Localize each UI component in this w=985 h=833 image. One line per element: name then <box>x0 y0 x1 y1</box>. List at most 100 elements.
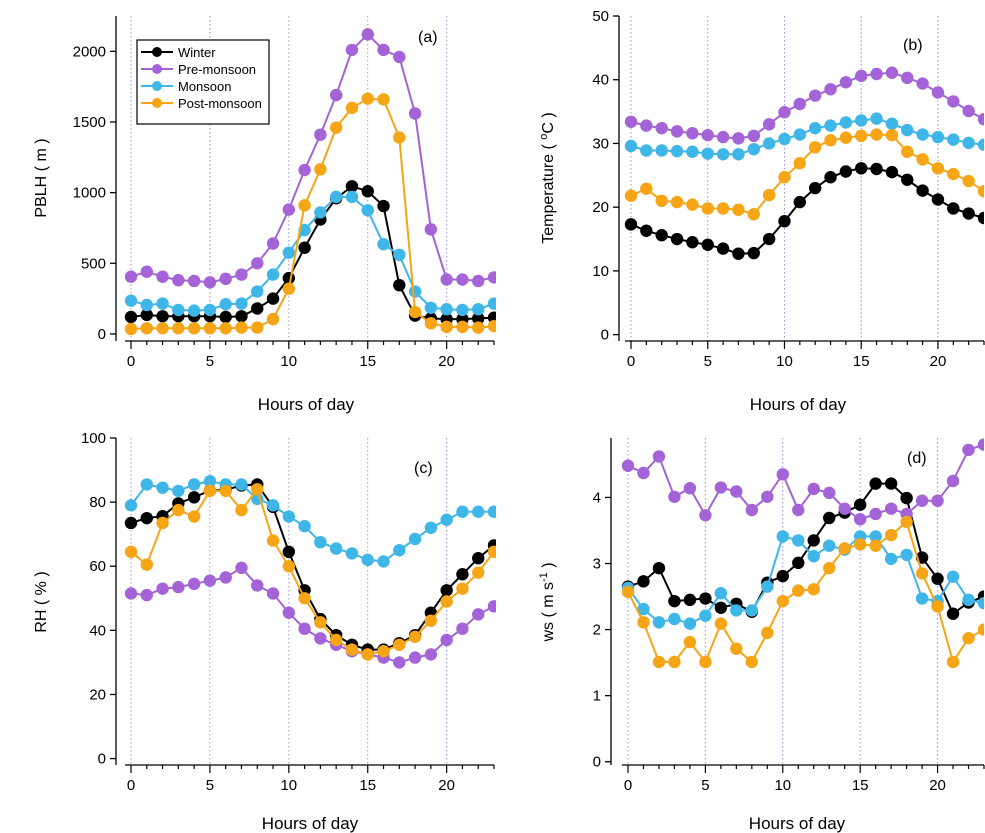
data-point-pre-monsoon <box>235 561 248 575</box>
x-tick-label: 0 <box>627 353 635 370</box>
data-point-post-monsoon <box>203 322 217 335</box>
data-point-post-monsoon <box>823 561 836 575</box>
data-point-pre-monsoon <box>219 272 232 286</box>
data-point-winter <box>839 165 853 178</box>
data-point-pre-monsoon <box>408 651 422 664</box>
data-point-monsoon <box>156 297 169 310</box>
legend: Winter Pre-monsoon Monsoon Post-monsoon <box>136 39 270 125</box>
data-point-post-monsoon <box>793 157 807 170</box>
y-tick-label: 0 <box>98 326 106 343</box>
data-point-pre-monsoon <box>855 69 868 83</box>
data-point-post-monsoon <box>778 171 791 184</box>
data-point-pre-monsoon <box>282 203 296 216</box>
series-line-post-monsoon <box>627 520 984 665</box>
data-point-monsoon <box>915 592 929 605</box>
data-point-post-monsoon <box>624 189 638 202</box>
y-tick-label: 10 <box>592 263 609 280</box>
series-monsoon <box>124 190 496 317</box>
data-point-pre-monsoon <box>361 28 374 41</box>
data-point-pre-monsoon <box>977 113 984 126</box>
data-point-monsoon <box>962 136 975 150</box>
data-point-pre-monsoon <box>172 580 185 594</box>
data-point-pre-monsoon <box>962 104 975 118</box>
data-point-post-monsoon <box>235 503 248 517</box>
data-point-pre-monsoon <box>776 468 789 481</box>
data-point-post-monsoon <box>640 182 653 195</box>
x-tick-label: 5 <box>206 353 214 370</box>
data-point-pre-monsoon <box>329 88 343 102</box>
series-monsoon <box>124 475 496 568</box>
data-point-post-monsoon <box>747 207 760 221</box>
panel-label: (b) <box>903 37 923 54</box>
data-point-monsoon <box>345 547 359 560</box>
data-point-post-monsoon <box>884 528 898 542</box>
data-point-monsoon <box>761 580 774 593</box>
data-point-winter <box>716 242 730 255</box>
x-tick-label: 15 <box>359 777 376 794</box>
data-point-monsoon <box>946 570 960 583</box>
data-point-post-monsoon <box>946 655 960 669</box>
series-pre-monsoon <box>124 28 496 289</box>
data-point-monsoon <box>361 204 374 217</box>
data-point-post-monsoon <box>762 188 776 202</box>
data-point-winter <box>251 302 264 315</box>
data-point-monsoon <box>314 206 327 219</box>
data-point-winter <box>699 592 712 605</box>
series-winter <box>124 180 496 326</box>
data-point-post-monsoon <box>901 145 914 158</box>
x-tick-label: 5 <box>704 353 712 370</box>
data-point-monsoon <box>714 587 728 600</box>
data-point-pre-monsoon <box>393 50 406 64</box>
data-point-winter <box>282 545 296 559</box>
series-post-monsoon <box>621 515 984 669</box>
data-point-pre-monsoon <box>408 107 422 120</box>
series-winter <box>624 162 984 260</box>
x-tick-label: 0 <box>127 353 135 370</box>
data-point-pre-monsoon <box>793 97 807 111</box>
series-line-monsoon <box>627 535 984 625</box>
data-point-pre-monsoon <box>172 274 185 287</box>
data-point-monsoon <box>377 555 390 568</box>
data-point-post-monsoon <box>869 539 882 552</box>
data-point-pre-monsoon <box>761 490 774 503</box>
data-point-winter <box>655 229 668 242</box>
data-point-pre-monsoon <box>235 268 248 281</box>
data-point-pre-monsoon <box>424 648 438 661</box>
data-point-monsoon <box>472 505 485 518</box>
data-point-monsoon <box>839 116 853 129</box>
data-point-winter <box>624 218 638 231</box>
legend-swatch-marker <box>152 64 162 74</box>
y-tick-label: 30 <box>592 135 609 152</box>
data-point-post-monsoon <box>187 322 201 335</box>
data-point-pre-monsoon <box>823 486 836 500</box>
data-point-monsoon <box>747 142 760 156</box>
data-point-winter <box>124 310 138 324</box>
data-point-post-monsoon <box>683 635 697 649</box>
data-point-monsoon <box>377 238 390 251</box>
x-tick-label: 10 <box>280 777 297 794</box>
data-point-winter <box>472 312 485 325</box>
data-point-monsoon <box>440 303 453 316</box>
data-point-pre-monsoon <box>977 438 984 451</box>
data-point-pre-monsoon <box>140 265 153 278</box>
data-point-monsoon <box>393 544 406 557</box>
data-point-pre-monsoon <box>282 606 296 619</box>
data-point-winter <box>683 593 697 607</box>
data-point-monsoon <box>732 148 745 161</box>
data-point-pre-monsoon <box>884 502 898 515</box>
data-point-winter <box>282 271 296 285</box>
data-point-pre-monsoon <box>683 482 697 495</box>
data-point-monsoon <box>683 617 697 630</box>
series-layer <box>124 475 496 669</box>
x-tick-label: 20 <box>930 353 947 370</box>
data-point-post-monsoon <box>885 128 899 142</box>
panel-pblh <box>124 16 496 341</box>
data-point-post-monsoon <box>235 321 248 334</box>
data-point-winter <box>947 202 960 215</box>
data-point-winter <box>124 516 138 530</box>
panel-label: (d) <box>907 450 927 467</box>
data-point-post-monsoon <box>219 484 232 498</box>
data-point-pre-monsoon <box>251 579 264 592</box>
data-point-pre-monsoon <box>824 83 837 96</box>
data-point-post-monsoon <box>670 195 684 209</box>
